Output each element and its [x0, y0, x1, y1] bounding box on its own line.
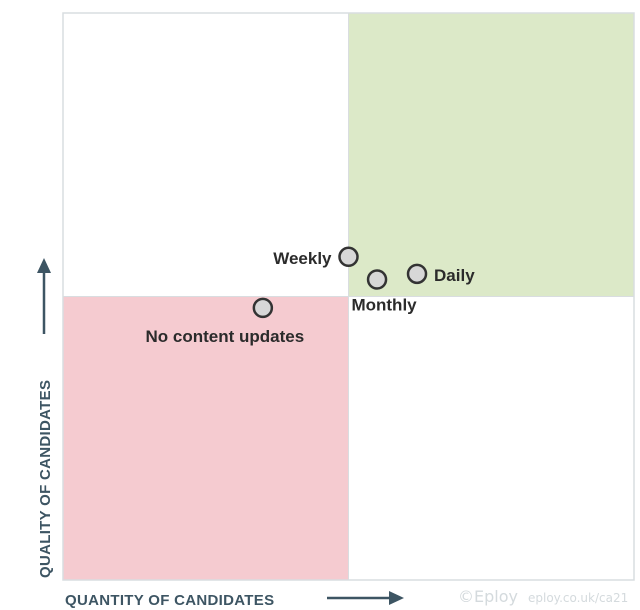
x-axis-title: QUANTITY OF CANDIDATES [65, 592, 274, 609]
quadrant-bottom-left [63, 296, 349, 580]
y-axis-arrow-head-icon [37, 258, 51, 273]
data-point-daily [406, 263, 428, 285]
quadrant-bottom-right [348, 296, 634, 580]
quadrant-backgrounds [63, 13, 634, 580]
data-point-monthly [366, 269, 388, 290]
data-point-no-content-updates [252, 297, 274, 319]
quadrant-top-right [348, 13, 634, 297]
quadrant-top-left [63, 13, 349, 297]
y-axis-title: QUALITY OF CANDIDATES [37, 380, 54, 578]
credit-url: eploy.co.uk/ca21 [528, 591, 628, 605]
data-label-daily: Daily [434, 266, 475, 285]
data-label-monthly: Monthly [351, 295, 417, 314]
x-axis: QUANTITY OF CANDIDATES [65, 591, 404, 609]
credit-brand: ©Eploy [458, 587, 518, 606]
data-label-weekly: Weekly [273, 249, 332, 268]
data-label-no-content-updates: No content updates [146, 327, 305, 346]
data-point-weekly [338, 246, 359, 268]
x-axis-arrow-head-icon [389, 591, 404, 605]
y-axis: QUALITY OF CANDIDATES [37, 258, 54, 578]
plot-frame [62, 12, 635, 581]
data-points: Weekly Daily Monthly No content updates [146, 246, 475, 346]
